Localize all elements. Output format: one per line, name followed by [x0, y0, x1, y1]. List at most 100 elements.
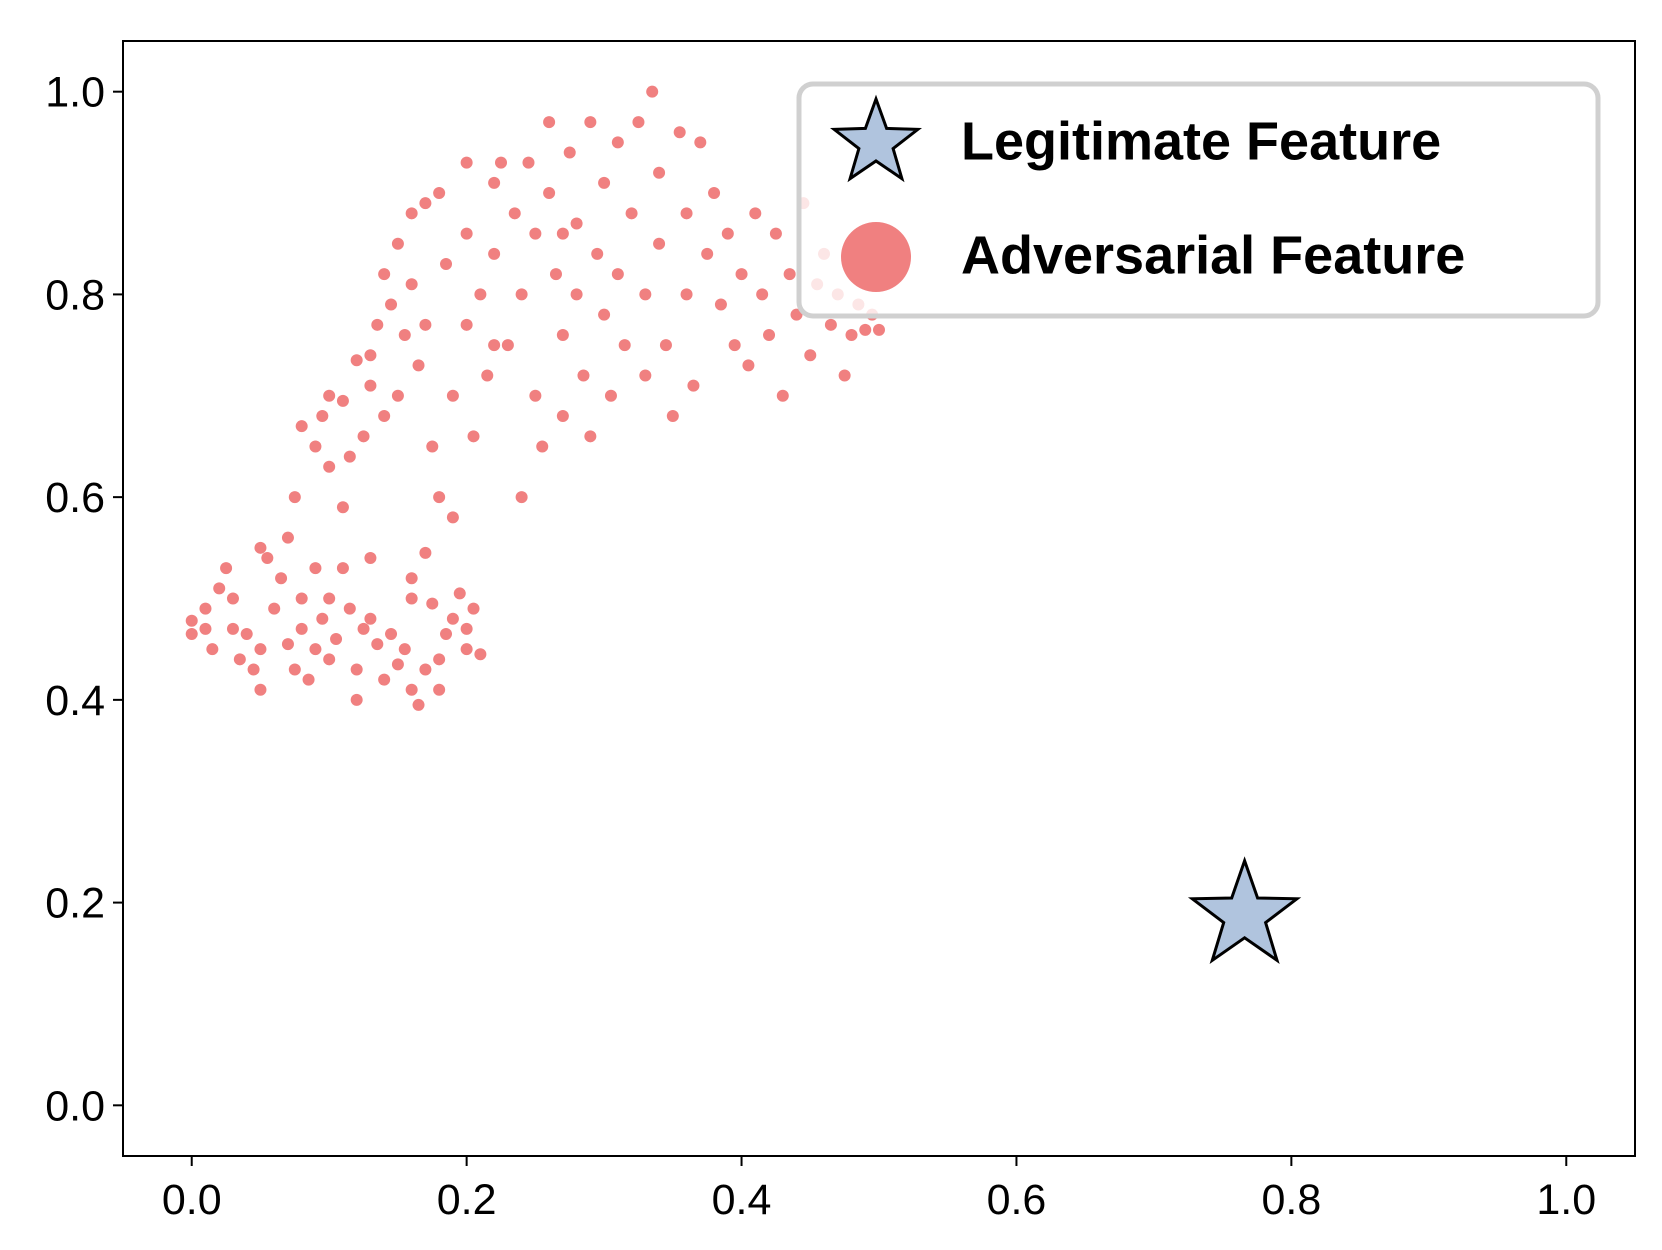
point	[598, 308, 611, 321]
series	[1187, 856, 1302, 964]
point	[515, 491, 528, 504]
point	[350, 693, 363, 706]
point	[440, 627, 453, 640]
point	[213, 582, 226, 595]
y-tick-label: 0.4	[45, 677, 105, 725]
point	[838, 369, 851, 382]
x-tick-label: 0.6	[987, 1176, 1047, 1224]
point	[549, 268, 562, 281]
point	[529, 227, 542, 240]
point	[350, 663, 363, 676]
point	[433, 683, 446, 696]
point	[240, 627, 253, 640]
point	[536, 440, 549, 453]
point	[405, 572, 418, 585]
point	[804, 349, 817, 362]
point	[226, 622, 239, 635]
point	[735, 268, 748, 281]
point	[323, 653, 336, 666]
point	[199, 622, 212, 635]
point	[405, 592, 418, 605]
point	[481, 369, 494, 382]
point	[859, 323, 872, 336]
point	[426, 597, 439, 610]
point	[378, 268, 391, 281]
point	[364, 551, 377, 564]
point	[556, 410, 569, 423]
point	[598, 176, 611, 189]
point	[515, 288, 528, 301]
point	[673, 126, 686, 139]
point	[591, 247, 604, 260]
point	[783, 268, 796, 281]
point	[742, 359, 755, 372]
point	[460, 643, 473, 656]
point	[446, 612, 459, 625]
point	[371, 638, 384, 651]
point	[522, 156, 535, 169]
y-tick-label: 1.0	[45, 69, 105, 117]
x-tick-label: 0.4	[712, 1176, 772, 1224]
y-tick-label: 0.0	[45, 1082, 105, 1130]
point	[323, 460, 336, 473]
point	[357, 430, 370, 443]
point	[440, 258, 453, 270]
point	[646, 85, 659, 98]
point	[185, 627, 198, 640]
point	[618, 339, 631, 352]
point	[570, 217, 583, 230]
point	[391, 237, 404, 250]
point	[343, 602, 356, 615]
point	[433, 491, 446, 504]
star-point	[1187, 856, 1302, 964]
point	[371, 318, 384, 331]
point	[769, 227, 782, 240]
point	[398, 328, 411, 341]
point	[357, 622, 370, 635]
point	[336, 394, 349, 407]
point	[824, 318, 837, 331]
y-tick-label: 0.8	[45, 271, 105, 319]
point	[632, 116, 645, 129]
point	[316, 410, 329, 423]
point	[295, 420, 308, 433]
point	[460, 156, 473, 169]
point	[508, 207, 521, 220]
point	[405, 278, 418, 291]
point	[419, 318, 432, 331]
point	[185, 614, 198, 627]
point	[488, 339, 501, 352]
point	[474, 648, 487, 661]
point	[247, 663, 260, 676]
point	[378, 410, 391, 423]
point	[275, 572, 288, 585]
point	[323, 389, 336, 402]
point	[391, 389, 404, 402]
point	[680, 207, 693, 220]
point	[391, 658, 404, 671]
legend-label: Legitimate Feature	[961, 111, 1441, 171]
point	[563, 146, 576, 159]
point	[295, 592, 308, 605]
point	[845, 328, 858, 341]
x-tick-label: 0.8	[1261, 1176, 1321, 1224]
point	[611, 136, 624, 149]
point	[419, 197, 432, 210]
point	[336, 562, 349, 575]
point	[433, 653, 446, 666]
point	[460, 227, 473, 240]
point	[653, 237, 666, 250]
point	[385, 298, 398, 311]
point	[309, 643, 322, 656]
point	[309, 440, 322, 453]
point	[495, 156, 507, 169]
point	[714, 298, 727, 311]
point	[405, 683, 418, 696]
point	[467, 430, 480, 443]
point	[398, 643, 411, 656]
point	[268, 602, 281, 615]
x-tick-label: 1.0	[1536, 1176, 1596, 1224]
point	[584, 430, 597, 443]
point	[584, 116, 597, 129]
legend-star	[829, 94, 923, 183]
